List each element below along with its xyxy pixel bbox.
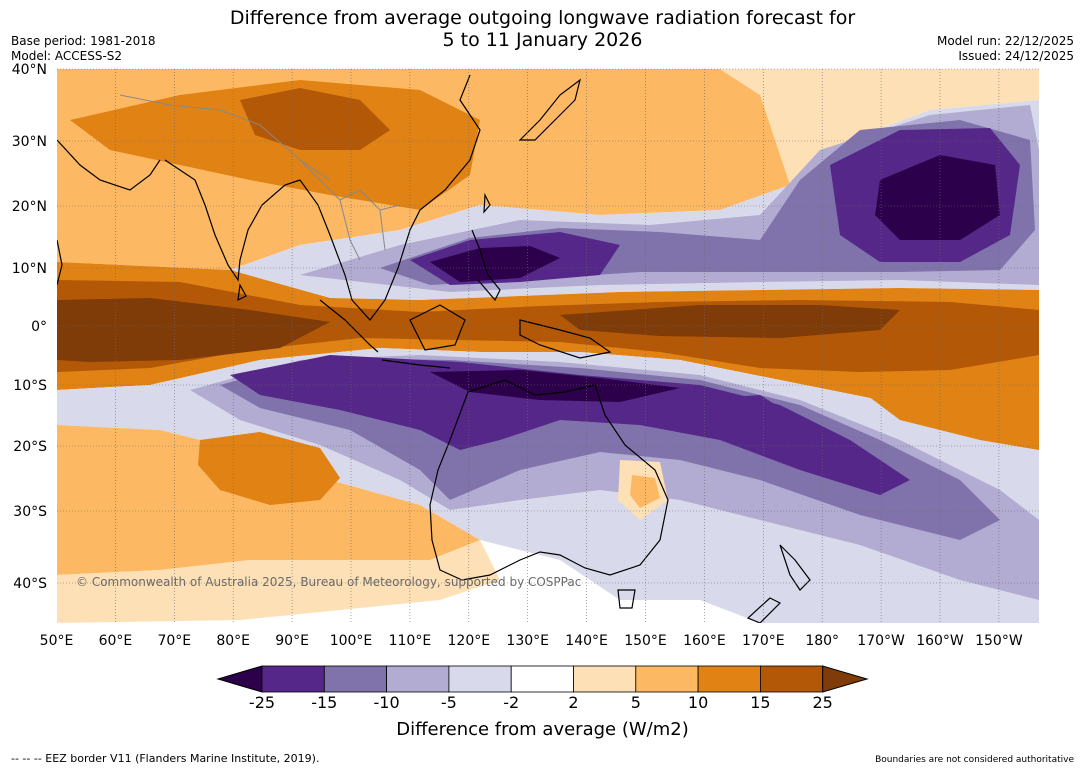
coastline-sumatra	[319, 299, 379, 353]
colorbar-tick-label: -15	[311, 693, 338, 712]
colorbar-swatch	[448, 665, 512, 693]
border-himalaya	[119, 94, 331, 181]
longitude-label: 70°E	[157, 633, 191, 649]
longitude-label: 80°E	[216, 633, 250, 649]
colorbar-swatch	[635, 665, 699, 693]
longitude-label: 100°E	[330, 633, 373, 649]
colorbar-tick-label: -5	[440, 693, 457, 712]
olr-anomaly-map: © Commonwealth of Australia 2025, Bureau…	[12, 62, 1039, 649]
copyright-notice: © Commonwealth of Australia 2025, Bureau…	[76, 575, 581, 589]
colorbar-tick-label: -2	[503, 693, 520, 712]
run-info: Model run: 22/12/2025 Issued: 24/12/2025	[937, 34, 1074, 64]
negative-anomaly-arafura-core	[430, 370, 680, 402]
colorbar	[216, 665, 869, 693]
longitude-label: 150°E	[624, 633, 667, 649]
coastline-southeast-asia	[299, 74, 481, 321]
latitude-label: 30°N	[12, 134, 47, 150]
coastline-africa	[57, 239, 63, 286]
coastline-tasmania	[617, 589, 636, 609]
coastline-japan	[518, 78, 581, 141]
positive-anomaly-tibet	[240, 88, 390, 150]
longitude-label: 60°E	[99, 633, 133, 649]
colorbar-swatch	[697, 665, 761, 693]
colorbar-swatch	[323, 665, 387, 693]
latitude-label: 0°	[31, 319, 47, 335]
colorbar-swatch	[386, 665, 450, 693]
model-run: Model run: 22/12/2025	[936, 34, 1074, 48]
coastline-taiwan	[483, 192, 491, 214]
longitude-label: 130°E	[506, 633, 549, 649]
colorbar-extend-high	[822, 665, 869, 693]
coastline-australia	[429, 379, 669, 581]
graticule	[57, 68, 1039, 623]
coastlines	[57, 74, 811, 623]
border-indochina	[339, 199, 386, 261]
negative-anomaly-south-core	[230, 355, 910, 495]
coastline-sri-lanka	[237, 283, 247, 302]
border-china	[299, 159, 401, 211]
latitude-label: 40°S	[13, 576, 47, 592]
colorbar-tick-label: -10	[373, 693, 400, 712]
anomaly-field	[57, 69, 1039, 623]
coastline-new-guinea	[519, 319, 612, 359]
latitude-label: 10°S	[13, 378, 47, 394]
colorbar-tick-label: 25	[812, 693, 833, 712]
colorbar-tick-label: 2	[568, 693, 579, 712]
colorbar-swatch	[510, 665, 574, 693]
coastline-philippines	[471, 229, 501, 302]
longitude-label: 110°E	[389, 633, 432, 649]
positive-anomaly-indian-ocean-core	[57, 298, 330, 362]
positive-anomaly-asia-strong	[70, 80, 480, 210]
colorbar-tick-label: 15	[750, 693, 771, 712]
longitude-label: 170°E	[742, 633, 785, 649]
issued-date: Issued: 24/12/2025	[958, 49, 1074, 63]
positive-anomaly-pacific-core	[560, 305, 900, 338]
eez-note: -- -- -- EEZ border V11 (Flanders Marine…	[11, 752, 320, 765]
colorbar-tick-label: -25	[248, 693, 276, 712]
positive-anomaly-equatorial-strong	[57, 280, 1039, 372]
longitude-label: 160°E	[683, 633, 726, 649]
longitude-label: 140°E	[565, 633, 608, 649]
chart-subtitle: 5 to 11 January 2026	[442, 29, 643, 51]
latitude-label: 40°N	[12, 62, 47, 78]
model-info: Base period: 1981-2018 Model: ACCESS-S2	[11, 34, 156, 64]
positive-anomaly-east-australia-core	[630, 475, 660, 508]
latitude-labels: 40°N 30°N 20°N 10°N 0° 10°S 20°S 30°S 40°S	[12, 62, 47, 592]
chart-title: Difference from average outgoing longwav…	[229, 7, 856, 29]
colorbar-extend-low	[216, 665, 263, 693]
latitude-label: 30°S	[13, 504, 47, 520]
base-period: Base period: 1981-2018	[11, 34, 156, 48]
positive-anomaly-south-pacific	[860, 390, 1039, 450]
coastline-india	[164, 159, 301, 282]
coastline-arabia	[57, 139, 161, 191]
country-borders	[119, 94, 401, 261]
latitude-label: 10°N	[12, 261, 47, 277]
colorbar-tick-label: 10	[687, 693, 709, 712]
negative-anomaly-central-pacific-core	[875, 155, 1000, 240]
boundaries-note: Boundaries are not considered authoritat…	[875, 755, 1074, 765]
colorbar-swatch	[573, 665, 637, 693]
coastline-borneo	[409, 304, 466, 351]
longitude-label: 90°E	[275, 633, 309, 649]
longitude-label: 170°W	[857, 633, 905, 649]
colorbar-title: Difference from average (W/m2)	[396, 719, 689, 740]
positive-anomaly-south-indian-light	[57, 540, 500, 623]
coastline-java	[381, 359, 451, 369]
colorbar-tick-label: 5	[630, 693, 641, 712]
positive-anomaly-north-light	[720, 69, 1039, 185]
model-name: Model: ACCESS-S2	[11, 49, 123, 63]
latitude-label: 20°S	[13, 439, 47, 455]
coastline-new-zealand	[746, 544, 811, 623]
colorbar-swatch	[760, 665, 824, 693]
latitude-label: 20°N	[12, 199, 47, 215]
longitude-label: 50°E	[40, 633, 74, 649]
longitude-labels: 50°E 60°E 70°E 80°E 90°E 100°E 110°E 120°E 130°E…	[40, 633, 1023, 649]
negative-anomaly-coral-sea	[690, 395, 830, 460]
longitude-label: 180°	[805, 633, 839, 649]
colorbar-swatch	[261, 665, 325, 693]
longitude-label: 160°W	[916, 633, 964, 649]
longitude-label: 150°W	[975, 633, 1023, 649]
longitude-label: 120°E	[448, 633, 491, 649]
colorbar-swatches	[216, 665, 869, 693]
